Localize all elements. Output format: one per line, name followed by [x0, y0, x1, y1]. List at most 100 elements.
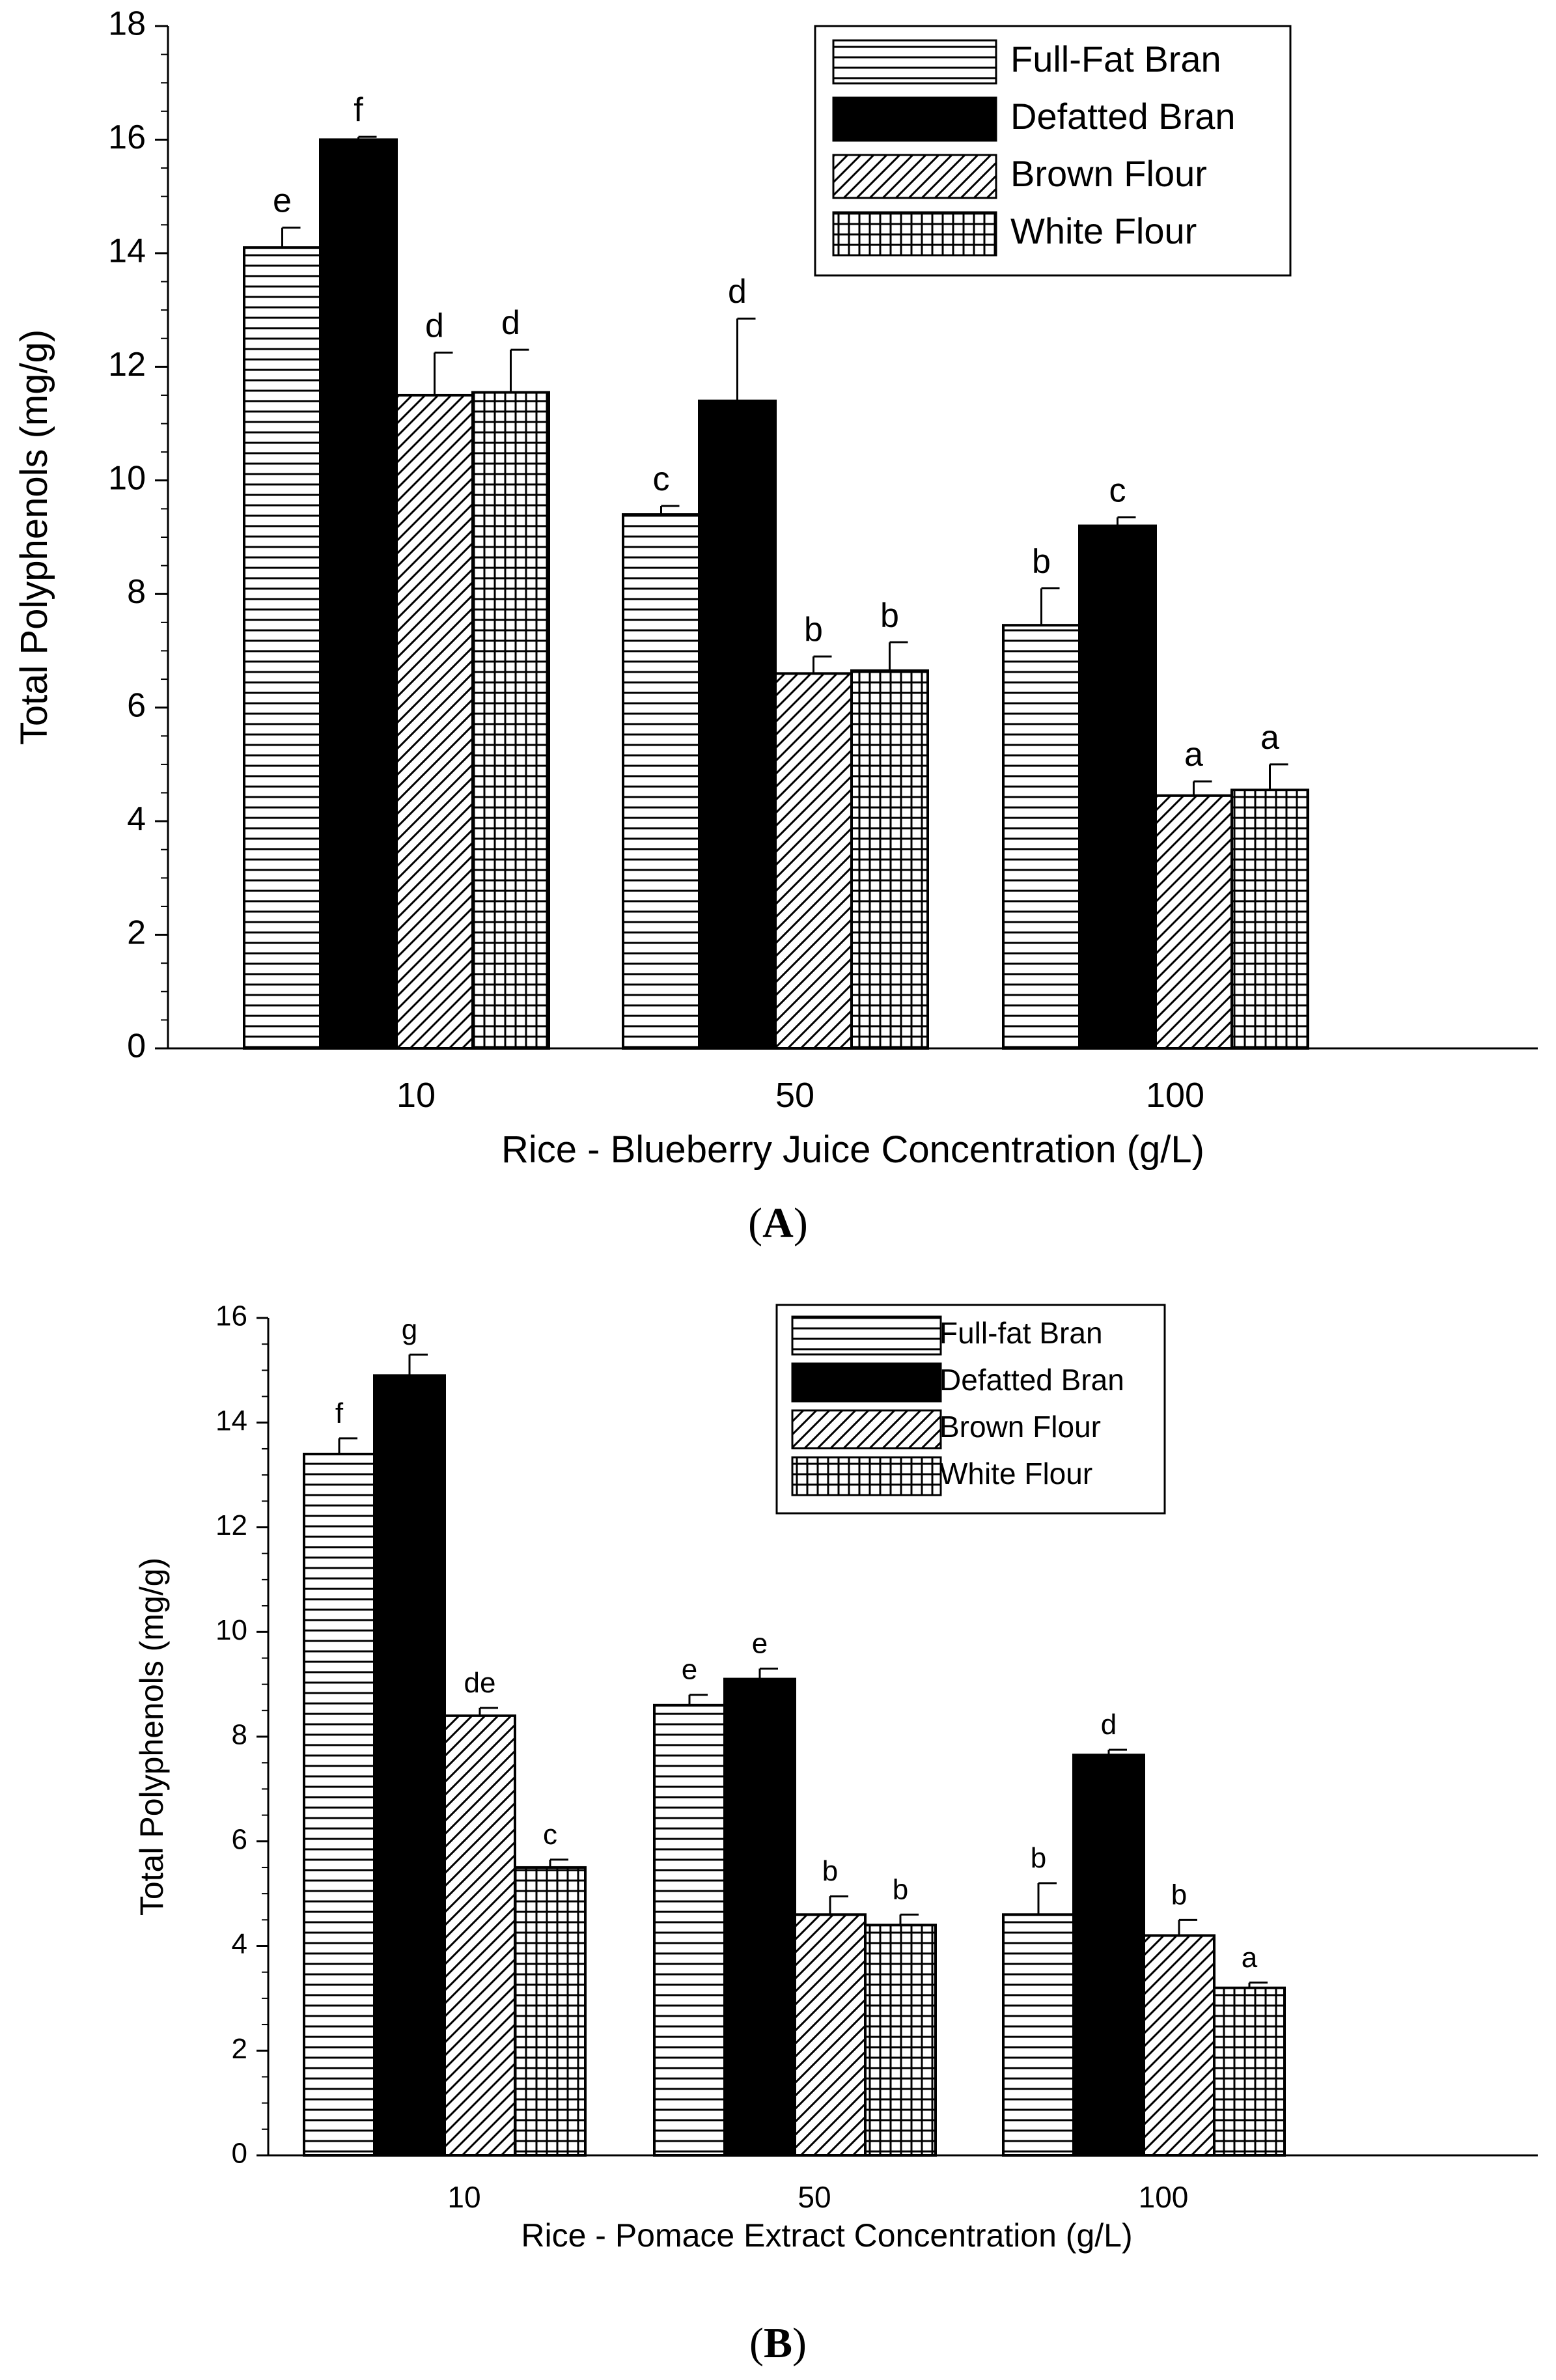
- y-tick-label: 14: [108, 232, 146, 270]
- bar-solid-100: [1072, 1754, 1145, 2157]
- legend-label: White Flour: [939, 1457, 1092, 1491]
- legend-swatch-solid: [791, 1362, 942, 1403]
- bar-grid-50: [864, 1924, 937, 2157]
- y-tick-label: 16: [215, 1300, 247, 1332]
- significance-letter: b: [804, 611, 823, 649]
- significance-letter: d: [1101, 1709, 1117, 1741]
- y-tick-label: 16: [108, 119, 146, 156]
- bar-solid-50: [723, 1677, 796, 2157]
- panel-label: (A): [748, 1199, 808, 1247]
- legend-label: White Flour: [1010, 210, 1197, 251]
- significance-letter: de: [464, 1667, 496, 1699]
- significance-letter: b: [1032, 543, 1051, 581]
- significance-letter: d: [728, 273, 747, 311]
- y-tick-label: 4: [232, 1928, 247, 1960]
- significance-letter: d: [501, 304, 520, 342]
- legend-swatch-diag: [791, 1409, 942, 1449]
- significance-letter: c: [653, 460, 670, 498]
- bar-hlines-50: [622, 513, 701, 1050]
- bar-grid-100: [1230, 789, 1309, 1050]
- significance-letter: a: [1242, 1942, 1258, 1974]
- legend-swatch-solid: [832, 96, 997, 142]
- x-tick-label: 50: [775, 1076, 814, 1115]
- bar-grid-10: [471, 391, 550, 1050]
- y-tick-label: 8: [127, 573, 146, 611]
- y-tick-label: 18: [108, 5, 146, 43]
- bar-diag-100: [1154, 794, 1233, 1050]
- y-tick-label: 2: [232, 2033, 247, 2065]
- legend-label: Full-Fat Bran: [1010, 38, 1221, 79]
- significance-letter: b: [880, 596, 899, 634]
- y-axis-label: Total Polyphenols (mg/g): [13, 329, 55, 745]
- significance-letter: d: [425, 307, 444, 345]
- panel-label: (B): [749, 2319, 807, 2367]
- x-axis-label: Rice - Pomace Extract Concentration (g/L…: [521, 2217, 1132, 2254]
- y-tick-label: 4: [127, 800, 146, 838]
- bar-grid-50: [850, 669, 929, 1050]
- y-tick-label: 6: [127, 686, 146, 724]
- legend-label: Defatted Bran: [939, 1363, 1124, 1397]
- legend: Full-fat Bran Defatted Bran Brown Flour Whi…: [775, 1304, 1166, 1515]
- bar-diag-50: [794, 1913, 867, 2157]
- significance-letter: e: [273, 182, 292, 220]
- significance-letter: f: [335, 1397, 344, 1429]
- significance-letter: c: [1109, 471, 1126, 509]
- y-tick-label: 14: [215, 1405, 247, 1436]
- x-tick-label: 100: [1139, 2180, 1189, 2214]
- significance-letter: b: [893, 1873, 908, 1905]
- bar-hlines-100: [1002, 624, 1081, 1050]
- legend-swatch-hlines: [791, 1315, 942, 1356]
- bar-solid-10: [373, 1374, 446, 2157]
- significance-letter: b: [1031, 1842, 1046, 1874]
- y-tick-label: 0: [232, 2138, 247, 2170]
- legend-label: Full-fat Bran: [939, 1316, 1103, 1350]
- significance-letter: a: [1184, 736, 1203, 774]
- bar-solid-100: [1078, 524, 1157, 1050]
- significance-letter: c: [543, 1819, 557, 1851]
- bar-diag-10: [395, 393, 474, 1050]
- legend-swatch-grid: [832, 211, 997, 257]
- x-tick-label: 10: [396, 1076, 436, 1115]
- chart-panel-a: 0 2 4 6 8 10 12 14 16 18 e f d d 10 c d b b 50 b c a a 100 Rice -…: [13, 5, 1538, 1247]
- significance-letter: f: [354, 91, 363, 129]
- legend: Full-Fat Bran Defatted Bran Brown Flour Whi…: [814, 25, 1292, 277]
- y-tick-label: 6: [232, 1823, 247, 1855]
- x-tick-label: 10: [447, 2180, 480, 2214]
- significance-letter: g: [402, 1313, 417, 1345]
- significance-letter: a: [1260, 719, 1279, 757]
- x-tick-label: 50: [798, 2180, 831, 2214]
- bar-diag-100: [1143, 1934, 1216, 2157]
- legend-swatch-diag: [832, 154, 997, 199]
- significance-letter: e: [682, 1654, 697, 1686]
- y-tick-label: 12: [215, 1509, 247, 1541]
- bar-grid-10: [514, 1866, 587, 2157]
- significance-letter: b: [1171, 1879, 1187, 1911]
- y-tick-label: 12: [108, 346, 146, 384]
- bar-hlines-50: [653, 1703, 726, 2157]
- legend-swatch-hlines: [832, 39, 997, 85]
- bar-diag-10: [443, 1714, 516, 2157]
- significance-letter: b: [822, 1855, 838, 1887]
- bar-solid-50: [698, 399, 777, 1050]
- y-tick-label: 8: [232, 1719, 247, 1751]
- significance-letter: e: [752, 1628, 768, 1660]
- legend-swatch-grid: [791, 1456, 942, 1496]
- bar-grid-100: [1213, 1986, 1286, 2157]
- y-tick-label: 10: [108, 460, 146, 497]
- bar-solid-10: [319, 138, 398, 1050]
- legend-label: Brown Flour: [1010, 153, 1207, 194]
- bar-hlines-10: [243, 246, 322, 1050]
- legend-label: Brown Flour: [939, 1410, 1101, 1444]
- legend-label: Defatted Bran: [1010, 96, 1236, 137]
- y-tick-label: 0: [127, 1028, 146, 1065]
- bar-hlines-100: [1002, 1913, 1075, 2157]
- y-axis-label: Total Polyphenols (mg/g): [133, 1558, 170, 1916]
- x-tick-label: 100: [1146, 1076, 1204, 1115]
- x-axis-label: Rice - Blueberry Juice Concentration (g/…: [501, 1128, 1204, 1171]
- y-tick-label: 10: [215, 1614, 247, 1646]
- bar-diag-50: [774, 672, 853, 1050]
- y-tick-label: 2: [127, 914, 146, 951]
- bar-hlines-10: [303, 1452, 376, 2157]
